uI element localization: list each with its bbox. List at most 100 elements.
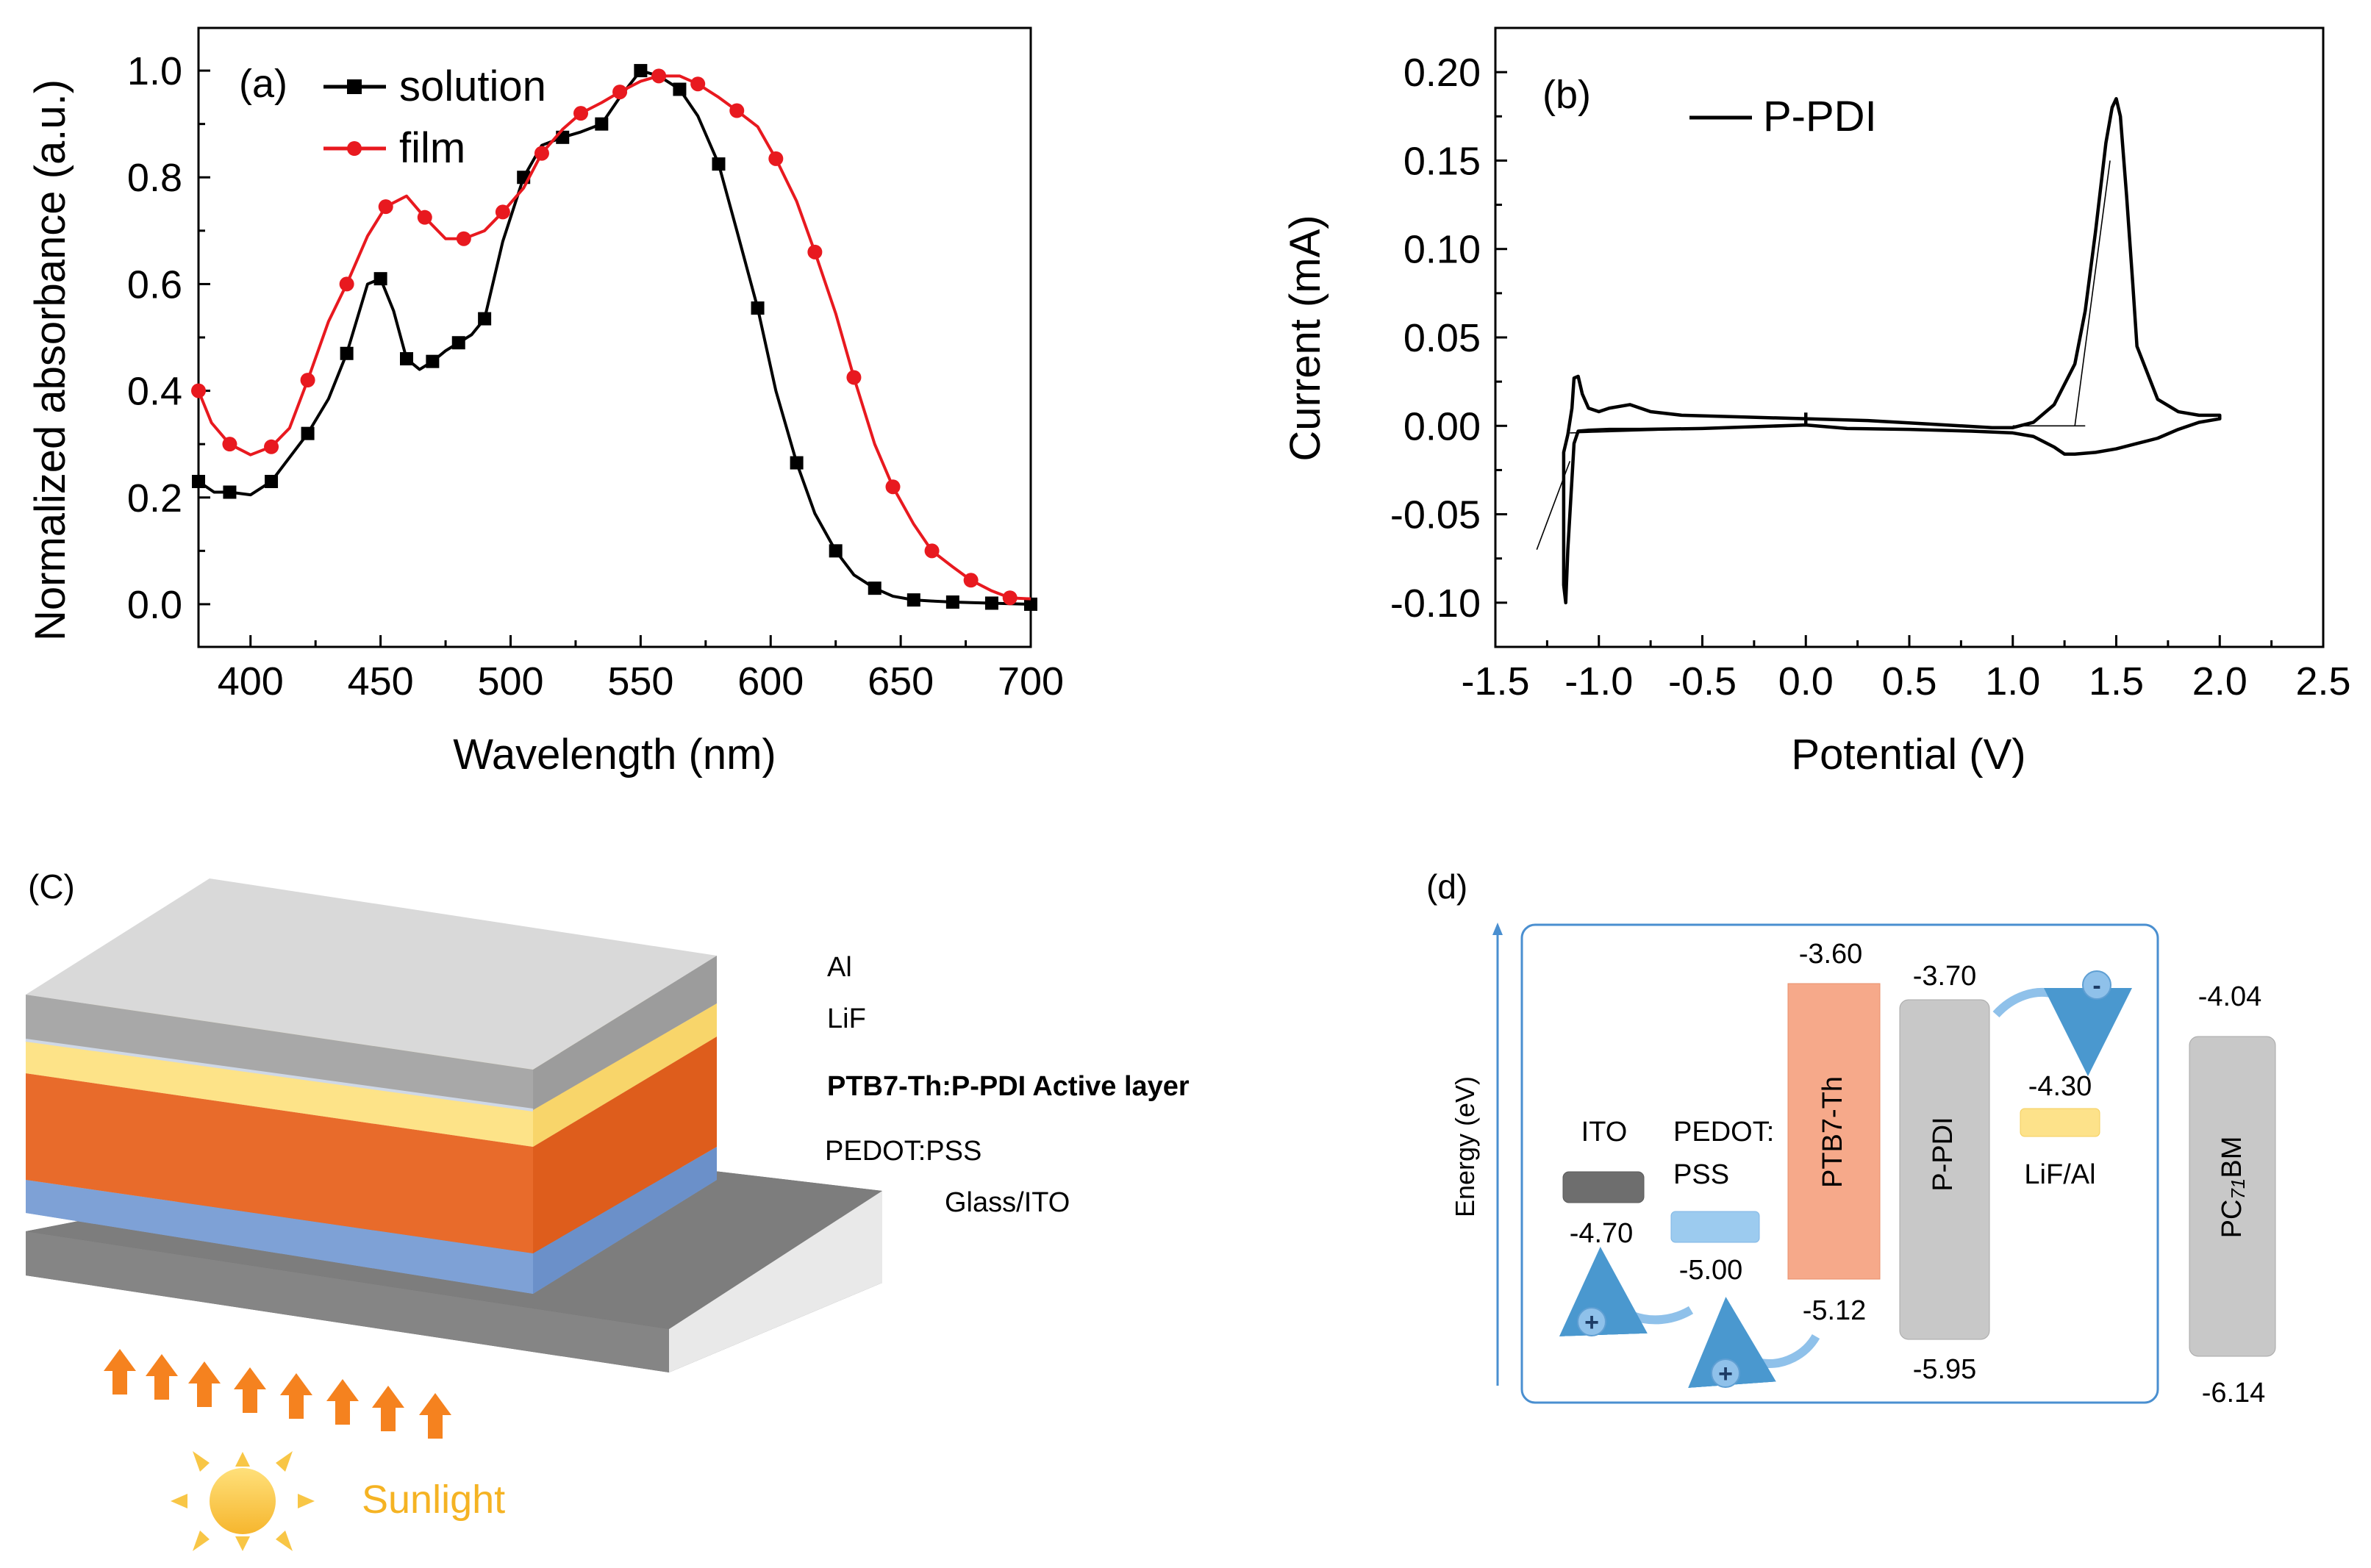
series-solution-point bbox=[223, 485, 237, 499]
panel-a-x-tick-label: 400 bbox=[218, 659, 284, 704]
panel-b-x-tick-label: 1.0 bbox=[1985, 659, 2040, 704]
series-film-point bbox=[222, 437, 237, 452]
hole-charge-icon-1: + bbox=[1577, 1307, 1606, 1336]
panel-b-x-tick-label: 0.5 bbox=[1881, 659, 1937, 704]
panel-a-y-tick-label: 0.4 bbox=[127, 370, 182, 414]
panel-d-label: (d) bbox=[1426, 867, 1467, 906]
svg-text:+: + bbox=[1718, 1360, 1733, 1388]
ptb7-th-homo-value: -5.12 bbox=[1803, 1295, 1867, 1326]
panel-a-x-tick-label: 600 bbox=[737, 659, 804, 704]
sunlight-arrow-icon bbox=[280, 1373, 312, 1419]
panel-c-label: (C) bbox=[28, 867, 75, 906]
svg-text:+: + bbox=[1584, 1309, 1599, 1336]
series-solution-point bbox=[868, 581, 881, 595]
panel-b-y-tick-label: 0.20 bbox=[1403, 51, 1481, 95]
panel-a-y-tick-label: 0.6 bbox=[127, 262, 182, 307]
series-solution-point bbox=[478, 312, 492, 326]
layer-label-al: Al bbox=[827, 952, 852, 983]
ito-level-bar bbox=[1562, 1171, 1645, 1203]
panel-b-x-tick-label: 2.5 bbox=[2295, 659, 2350, 704]
p-pdi-homo-value: -5.95 bbox=[1913, 1354, 1977, 1385]
p-pdi-level-bar bbox=[1899, 999, 1990, 1340]
series-film-point bbox=[300, 373, 315, 388]
panel-a-x-tick-label: 450 bbox=[348, 659, 414, 704]
series-solution-point bbox=[400, 352, 413, 366]
series-film-point bbox=[456, 231, 471, 246]
lif-al-level-bar bbox=[2020, 1108, 2100, 1137]
panel-b-plot-frame bbox=[1494, 26, 2325, 648]
sunlight-arrow-icon bbox=[104, 1349, 136, 1395]
series-solution-point bbox=[984, 596, 998, 610]
series-solution-point bbox=[340, 346, 354, 360]
panel-b-x-axis-label: Potential (V) bbox=[1791, 731, 2025, 778]
series-film-point bbox=[1002, 590, 1018, 606]
layer-al bbox=[25, 878, 717, 1111]
panel-a-y-tick-label: 0.8 bbox=[127, 156, 182, 200]
panel-a-y-tick-label: 1.0 bbox=[127, 49, 182, 93]
legend-film-label: film bbox=[399, 124, 465, 172]
sunlight-arrows bbox=[104, 1349, 451, 1439]
sun-icon bbox=[171, 1451, 315, 1551]
series-film-point bbox=[573, 106, 589, 121]
series-solution-point bbox=[751, 301, 765, 315]
series-p-pdi-cv-curve bbox=[1562, 96, 2222, 605]
panel-b-y-tick-label: -0.10 bbox=[1390, 581, 1481, 626]
layer-pedot-pss bbox=[26, 1147, 717, 1294]
pedot-level-bar bbox=[1670, 1211, 1760, 1243]
panel-b-x-tick-label: 2.0 bbox=[2192, 659, 2247, 704]
panel-b-x-tick-label: 1.5 bbox=[2089, 659, 2144, 704]
panel-a-legend: solution film bbox=[323, 62, 546, 172]
series-film-point bbox=[191, 383, 206, 398]
panel-a-x-tick-label: 700 bbox=[998, 659, 1064, 704]
pedot-label-line1: PEDOT: bbox=[1673, 1117, 1774, 1148]
series-film-point bbox=[924, 543, 940, 559]
series-solution-point bbox=[634, 64, 648, 78]
sunlight-arrow-icon bbox=[234, 1367, 266, 1413]
sunlight-arrow-icon bbox=[188, 1361, 221, 1407]
panel-b-y-axis-label: Current (mA) bbox=[1281, 215, 1329, 461]
energy-axis-label: Energy (eV) bbox=[1450, 1076, 1480, 1217]
series-solution-point bbox=[906, 593, 920, 607]
energy-axis-arrowhead bbox=[1492, 923, 1503, 935]
ptb7-th-label: PTB7-Th bbox=[1817, 1076, 1848, 1188]
series-film-point bbox=[729, 103, 745, 118]
series-film-point bbox=[963, 573, 979, 588]
panel-b-tangent-line bbox=[2074, 160, 2111, 426]
hole-transfer-arrow-1 bbox=[1559, 1247, 1694, 1337]
series-solution-point bbox=[673, 82, 687, 96]
panel-a-x-tick-label: 500 bbox=[477, 659, 543, 704]
series-film-point bbox=[339, 276, 354, 292]
panel-b-cv-chart: -1.5 -1.0 -0.5 0.0 0.5 1.0 1.5 2.0 2.5 -0.10 -0.05… bbox=[1281, 26, 2351, 778]
panel-b-y-tick-label: 0.00 bbox=[1403, 404, 1481, 448]
pedot-value: -5.00 bbox=[1679, 1255, 1743, 1286]
sunlight-label: Sunlight bbox=[362, 1478, 505, 1522]
series-solution-point bbox=[595, 117, 609, 131]
series-film-point bbox=[612, 85, 628, 100]
series-solution-point bbox=[426, 354, 440, 368]
pc71bm-homo-value: -6.14 bbox=[2202, 1378, 2266, 1408]
series-solution-point bbox=[790, 456, 804, 470]
series-film-point bbox=[807, 244, 823, 259]
series-film-point bbox=[690, 76, 706, 92]
panel-b-y-tick-label: 0.15 bbox=[1403, 139, 1481, 183]
p-pdi-label: P-PDI bbox=[1928, 1117, 1959, 1191]
series-solution-point bbox=[192, 474, 205, 488]
layer-label-glass-ito: Glass/ITO bbox=[945, 1187, 1070, 1218]
panel-d-energy-diagram: (d) Energy (eV) ITO -4.70 PEDOT: PSS -5.… bbox=[1426, 867, 2276, 1408]
sunlight-arrow-icon bbox=[419, 1393, 451, 1439]
legend-solution-label: solution bbox=[399, 62, 546, 110]
lif-al-value: -4.30 bbox=[2028, 1071, 2092, 1102]
electron-charge-icon: - bbox=[2082, 970, 2111, 1000]
series-film-line bbox=[197, 74, 1031, 601]
series-film-point bbox=[768, 151, 784, 166]
ito-value: -4.70 bbox=[1570, 1218, 1634, 1249]
legend-film-marker bbox=[347, 141, 362, 156]
pc71bm-lumo-value: -4.04 bbox=[2198, 981, 2262, 1012]
series-solution-point bbox=[265, 474, 279, 488]
sunlight-arrow-icon bbox=[326, 1379, 359, 1425]
series-solution-point bbox=[451, 336, 465, 350]
layer-label-active: PTB7-Th:P-PDI Active layer bbox=[827, 1071, 1190, 1102]
hole-charge-icon-2: + bbox=[1711, 1358, 1740, 1388]
series-film-point bbox=[651, 68, 667, 84]
